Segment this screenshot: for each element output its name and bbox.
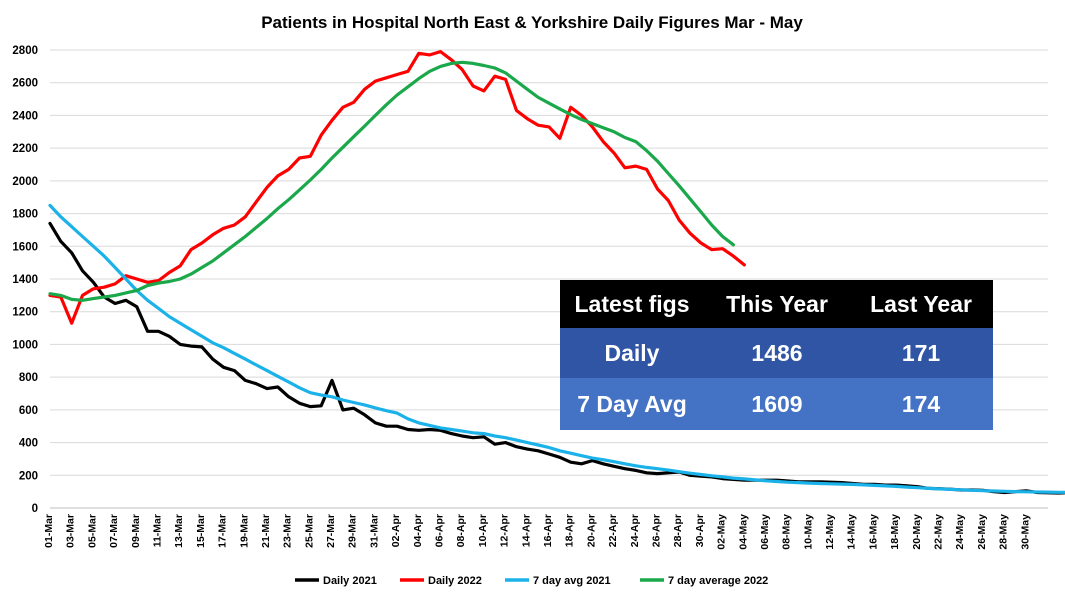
- y-tick-label: 1600: [12, 241, 38, 253]
- x-tick-label: 14-Apr: [520, 514, 532, 547]
- x-tick-label: 02-Apr: [390, 514, 402, 547]
- x-tick-label: 28-Apr: [672, 514, 684, 547]
- x-axis: 01-Mar 03-Mar 05-Mar 07-Mar 09-Mar 11-Mar 13-M…: [43, 514, 1031, 550]
- x-tick-label: 26-May: [976, 514, 988, 550]
- x-tick-label: 12-Apr: [499, 514, 511, 547]
- y-tick-label: 2800: [12, 45, 38, 57]
- x-tick-label: 09-Mar: [130, 514, 142, 548]
- y-tick-label: 2400: [12, 110, 38, 122]
- y-tick-label: 2200: [12, 143, 38, 155]
- chart-title: Patients in Hospital North East & Yorksh…: [261, 13, 803, 32]
- x-tick-label: 03-Mar: [65, 514, 77, 548]
- x-tick-label: 22-Apr: [607, 514, 619, 547]
- table-header-last-year: Last Year: [870, 291, 972, 317]
- series-line-daily-2022: [48, 49, 746, 325]
- table-row-7day-this-year: 1609: [751, 391, 802, 417]
- x-tick-label: 05-Mar: [86, 514, 98, 548]
- x-tick-label: 30-May: [1019, 514, 1031, 550]
- y-tick-label: 1000: [12, 339, 38, 351]
- x-tick-label: 28-May: [998, 514, 1010, 550]
- table-row-daily-this-year: 1486: [751, 340, 802, 366]
- x-tick-label: 08-May: [781, 514, 793, 550]
- latest-figs-table: Latest figs This Year Last Year Daily 14…: [560, 280, 993, 430]
- y-tick-label: 0: [32, 503, 38, 515]
- y-tick-label: 200: [19, 470, 38, 482]
- x-tick-label: 12-May: [824, 514, 836, 550]
- x-tick-label: 02-May: [716, 514, 728, 550]
- legend-label: 7 day average 2022: [668, 575, 768, 587]
- table-header-bg: [560, 280, 993, 328]
- x-tick-label: 13-Mar: [173, 514, 185, 548]
- y-tick-label: 1400: [12, 274, 38, 286]
- x-tick-label: 14-May: [846, 514, 858, 550]
- table-header-latest: Latest figs: [574, 291, 689, 317]
- x-tick-label: 26-Apr: [650, 514, 662, 547]
- x-tick-label: 27-Mar: [325, 514, 337, 548]
- x-tick-label: 29-Mar: [347, 514, 359, 548]
- x-tick-label: 25-Mar: [303, 514, 315, 548]
- gridlines: [50, 49, 1048, 509]
- x-tick-label: 18-May: [889, 514, 901, 550]
- table-row-7day-last-year: 174: [902, 391, 941, 417]
- series-line-7-day-average-2022: [48, 60, 736, 302]
- table-row-7day-bg: [560, 378, 993, 430]
- x-tick-label: 21-Mar: [260, 514, 272, 548]
- y-tick-label: 1800: [12, 209, 38, 221]
- x-tick-label: 19-Mar: [238, 514, 250, 548]
- table-row-daily-bg: [560, 328, 993, 378]
- x-tick-label: 11-Mar: [151, 514, 163, 547]
- y-tick-label: 2600: [12, 78, 38, 90]
- x-tick-label: 17-Mar: [217, 514, 229, 548]
- x-tick-label: 06-May: [759, 514, 771, 550]
- x-tick-label: 04-May: [737, 514, 749, 550]
- legend-label: Daily 2021: [323, 575, 377, 587]
- y-axis: 0 200 400 600 800 1000 1200 1400 1600 1800 2000 220…: [12, 45, 38, 515]
- table-header-this-year: This Year: [726, 291, 828, 317]
- x-tick-label: 22-May: [933, 514, 945, 550]
- x-tick-label: 18-Apr: [564, 514, 576, 547]
- x-tick-label: 16-Apr: [542, 514, 554, 547]
- x-tick-label: 16-May: [867, 514, 879, 550]
- table-row-daily-last-year: 171: [902, 340, 941, 366]
- y-tick-label: 800: [19, 372, 38, 384]
- y-tick-label: 400: [19, 438, 38, 450]
- series-line-7-day-avg-2021: [48, 203, 1065, 494]
- x-tick-label: 07-Mar: [108, 514, 120, 548]
- table-row-daily-label: Daily: [605, 340, 660, 366]
- legend-label: 7 day avg 2021: [533, 575, 611, 587]
- table-row-7day-label: 7 Day Avg: [577, 391, 687, 417]
- legend: Daily 2021 Daily 2022 7 day avg 2021 7 day …: [295, 575, 768, 587]
- x-tick-label: 10-May: [802, 514, 814, 550]
- x-tick-label: 23-Mar: [282, 514, 294, 548]
- x-tick-label: 10-Apr: [477, 514, 489, 547]
- x-tick-label: 08-Apr: [455, 514, 467, 547]
- x-tick-label: 04-Apr: [412, 514, 424, 547]
- x-tick-label: 06-Apr: [434, 514, 446, 547]
- series-lines: [48, 49, 1065, 495]
- x-tick-label: 24-Apr: [629, 514, 641, 547]
- legend-label: Daily 2022: [428, 575, 482, 587]
- y-tick-label: 2000: [12, 176, 38, 188]
- x-tick-label: 24-May: [954, 514, 966, 550]
- x-tick-label: 15-Mar: [195, 514, 207, 548]
- y-tick-label: 1200: [12, 307, 38, 319]
- x-tick-label: 01-Mar: [43, 514, 55, 548]
- x-tick-label: 30-Apr: [694, 514, 706, 547]
- x-tick-label: 20-Apr: [585, 514, 597, 547]
- x-tick-label: 31-Mar: [368, 514, 380, 548]
- y-tick-label: 600: [19, 405, 38, 417]
- x-tick-label: 20-May: [911, 514, 923, 550]
